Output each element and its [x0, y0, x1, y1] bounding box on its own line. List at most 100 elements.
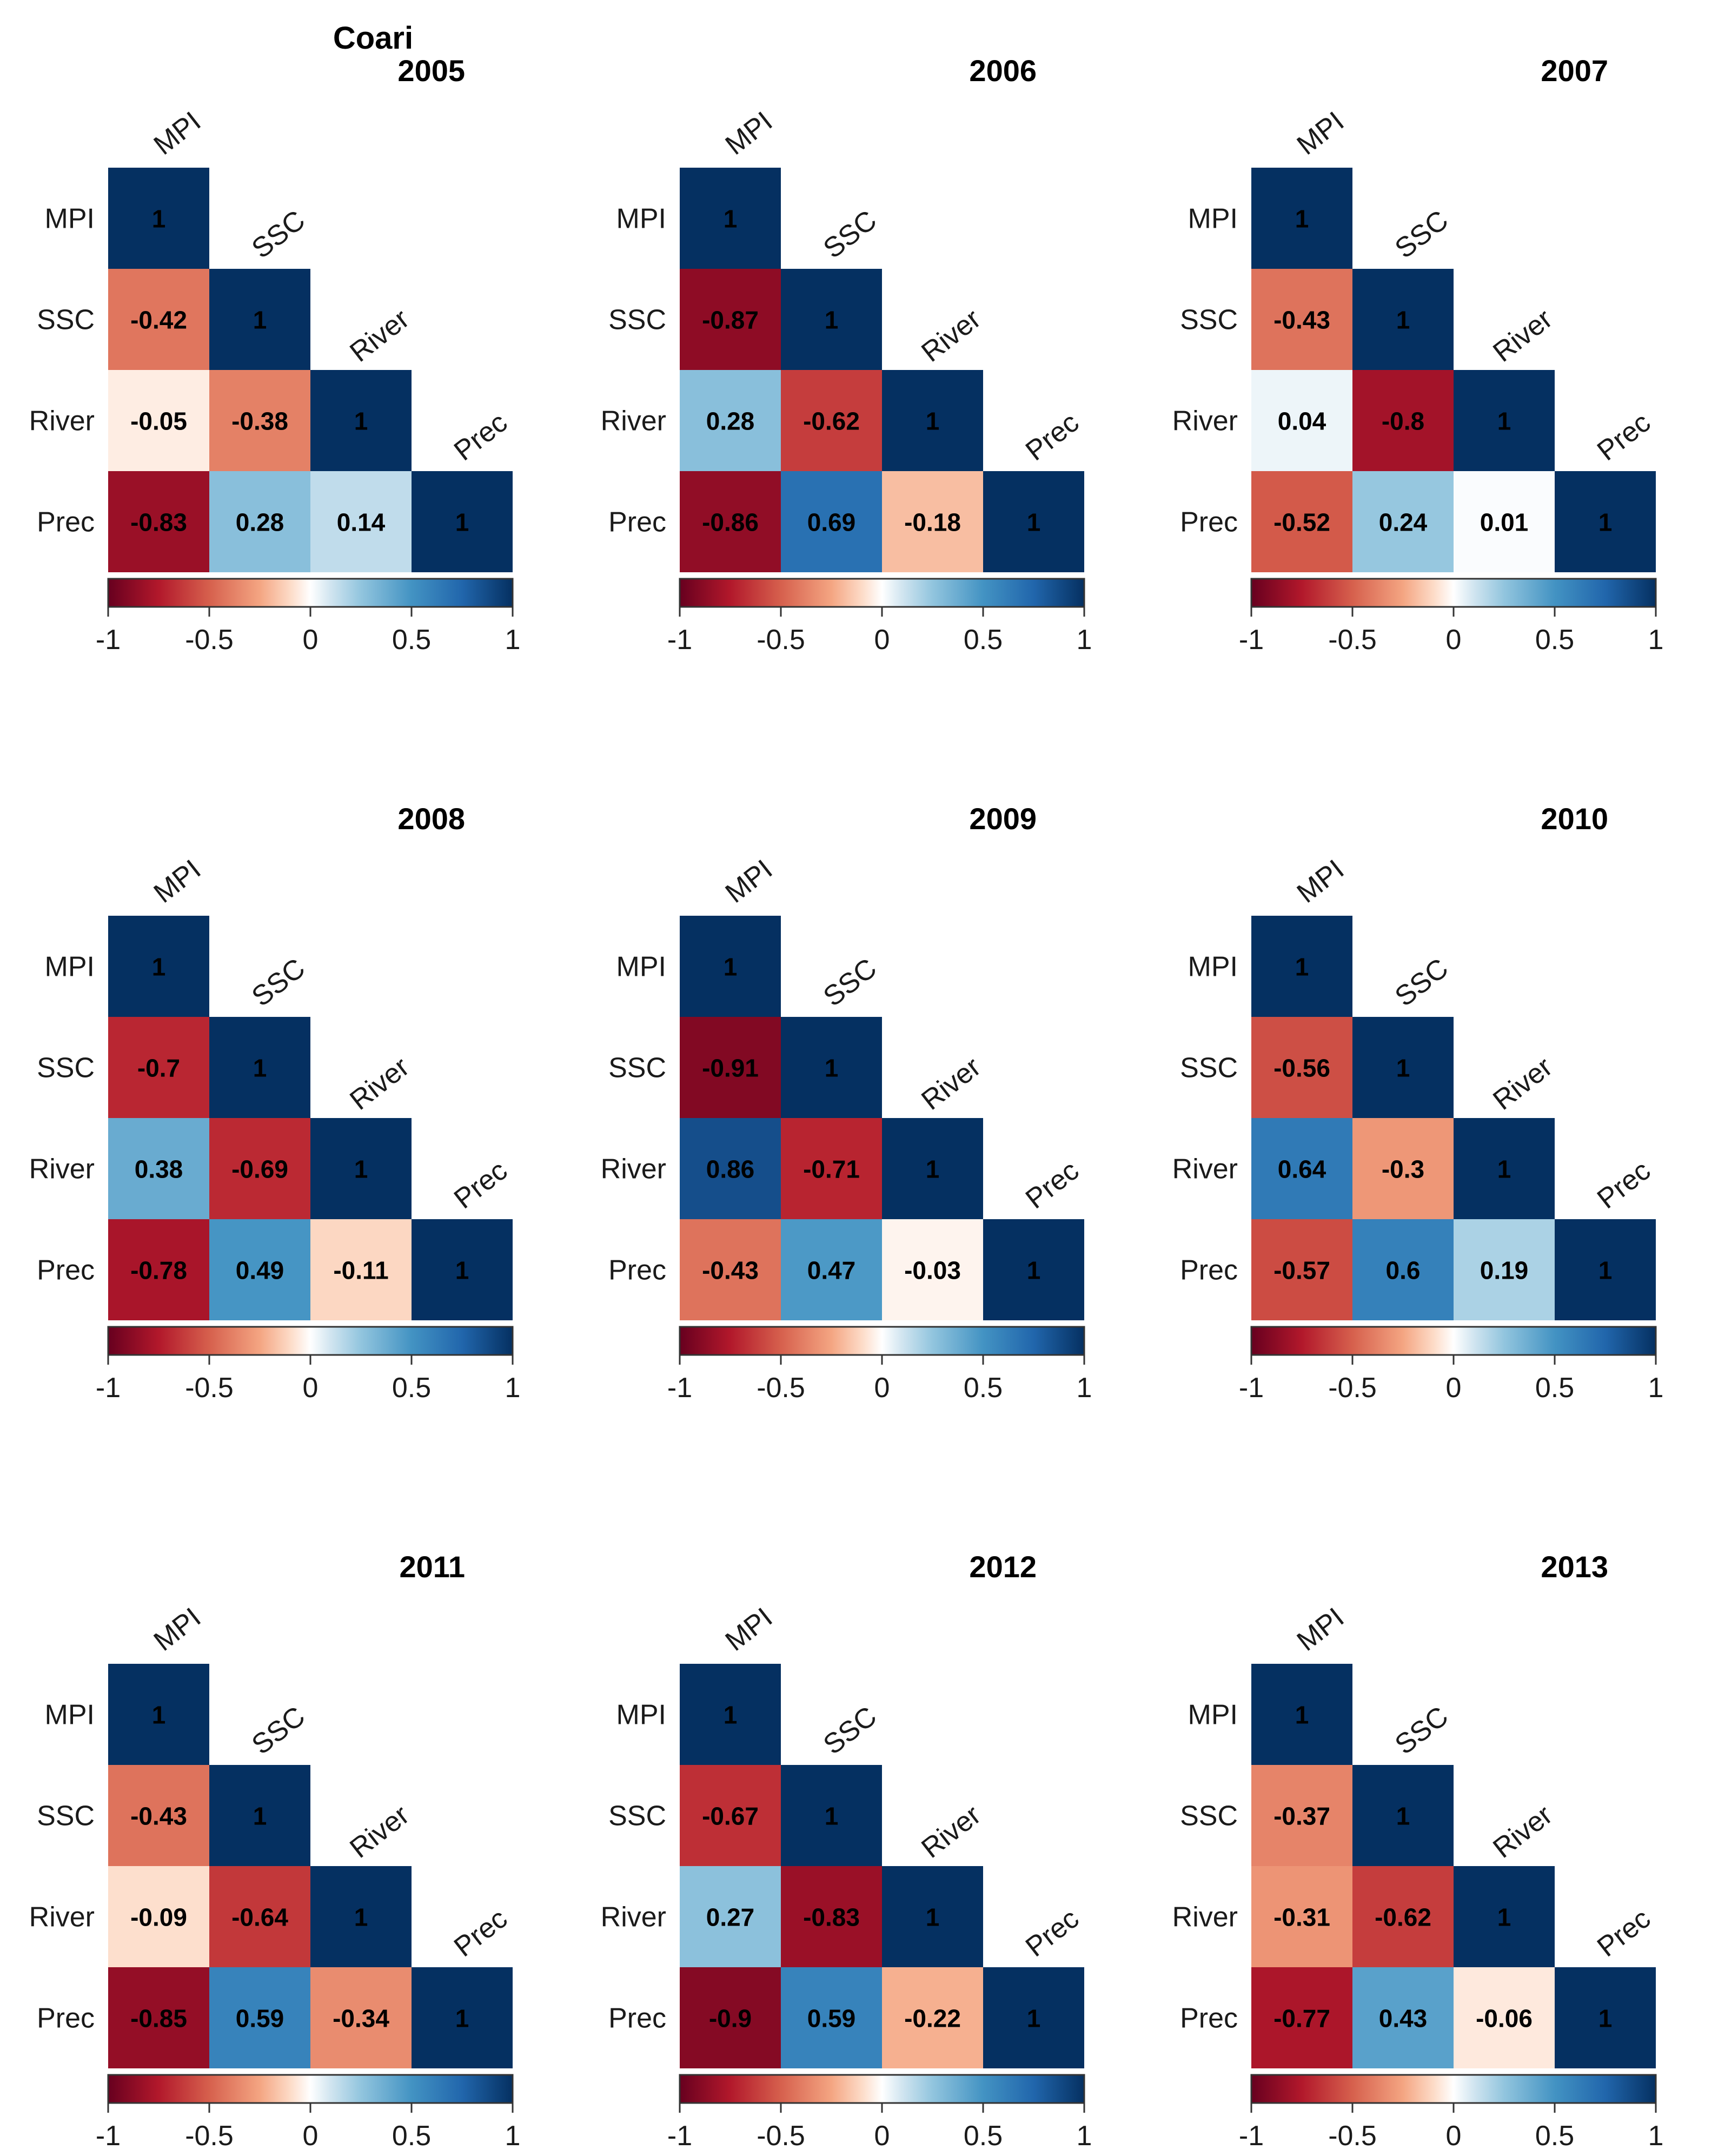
- heatmap-cell: [983, 1967, 1084, 2068]
- cell-value-label: 0.28: [236, 508, 284, 537]
- column-label-ssc: SSC: [246, 953, 311, 1013]
- panel-title: 2011: [400, 1550, 466, 1584]
- column-label-mpi: MPI: [720, 854, 779, 909]
- cell-value-label: 0.04: [1278, 407, 1326, 435]
- colorbar-tick-label: -1: [1239, 624, 1264, 656]
- cell-value-label: 1: [354, 407, 368, 435]
- cell-value-label: -0.9: [709, 2005, 752, 2033]
- colorbar-tick-label: 0.5: [1535, 624, 1574, 656]
- column-label-mpi: MPI: [1291, 854, 1350, 909]
- cell-value-label: 1: [1295, 953, 1309, 981]
- cell-value-label: 0.64: [1278, 1155, 1326, 1183]
- panel-title: 2007: [1541, 54, 1608, 88]
- heatmap-cell: [108, 269, 209, 370]
- colorbar-tick-label: -0.5: [1328, 1372, 1377, 1404]
- row-label-mpi: MPI: [616, 1699, 666, 1731]
- cell-value-label: 0.59: [807, 2005, 856, 2033]
- panel-title: 2013: [1541, 1550, 1608, 1584]
- column-label-mpi: MPI: [148, 105, 207, 161]
- colorbar: [679, 2074, 1085, 2104]
- colorbar-tick-label: 0.5: [392, 624, 431, 656]
- heatmap-cell: [310, 1219, 412, 1320]
- row-label-ssc: SSC: [608, 305, 666, 336]
- cell-value-label: -0.52: [1273, 508, 1330, 537]
- cell-value-label: 0.27: [706, 1903, 755, 1932]
- heatmap-cell: [781, 1118, 882, 1219]
- row-label-river: River: [29, 406, 95, 437]
- colorbar-tick-label: 0.5: [392, 1372, 431, 1404]
- cell-value-label: 0.14: [337, 508, 386, 537]
- row-label-ssc: SSC: [37, 1801, 95, 1832]
- colorbar: [1250, 2074, 1657, 2104]
- column-label-mpi: MPI: [1291, 1602, 1350, 1657]
- heatmap-cell: [1352, 471, 1454, 572]
- heatmap-cell: [680, 269, 781, 370]
- panel-2009: 2009 MPI SSC River Prec MPI SSC River Prec 1 -0.91…: [601, 802, 1092, 1404]
- row-label-prec: Prec: [1180, 2003, 1238, 2034]
- heatmap-cell: [680, 1866, 781, 1967]
- cell-value-label: -0.71: [803, 1155, 860, 1183]
- column-label-mpi: MPI: [720, 1602, 779, 1657]
- heatmap-cell: [1454, 471, 1555, 572]
- colorbar-tick-label: -1: [1239, 2120, 1264, 2152]
- heatmap-cell: [1555, 471, 1656, 572]
- heatmap-cell: [781, 1967, 882, 2068]
- heatmap-cell: [781, 1017, 882, 1118]
- heatmap-cell: [680, 1967, 781, 2068]
- heatmap-cell: [1352, 269, 1454, 370]
- colorbar-tick-label: -0.5: [757, 1372, 805, 1404]
- column-label-prec: Prec: [448, 1155, 513, 1215]
- colorbar-tick-label: -1: [96, 624, 121, 656]
- heatmap-cell: [310, 471, 412, 572]
- row-label-mpi: MPI: [45, 203, 95, 235]
- row-label-mpi: MPI: [616, 951, 666, 983]
- colorbar-tick-label: 0.5: [964, 624, 1003, 656]
- cell-value-label: 1: [253, 306, 267, 334]
- heatmap-cell: [108, 1118, 209, 1219]
- heatmap-cell: [310, 1866, 412, 1967]
- cell-value-label: -0.06: [1476, 2005, 1533, 2033]
- row-label-prec: Prec: [608, 1255, 666, 1286]
- heatmap-cell: [209, 1967, 310, 2068]
- column-label-river: River: [344, 1051, 415, 1116]
- heatmap-cell: [209, 1017, 310, 1118]
- colorbar-tick-label: 1: [505, 1372, 521, 1404]
- cell-value-label: 1: [152, 205, 166, 233]
- colorbar-tick-label: -1: [1239, 1372, 1264, 1404]
- colorbar-tick-label: 1: [1648, 1372, 1664, 1404]
- heatmap-cell: [680, 1219, 781, 1320]
- column-label-ssc: SSC: [1389, 204, 1454, 265]
- column-label-ssc: SSC: [818, 204, 883, 265]
- heatmap-cell: [209, 1866, 310, 1967]
- heatmap-cell: [209, 1765, 310, 1866]
- colorbar-tick-label: -1: [96, 2120, 121, 2152]
- cell-value-label: -0.22: [904, 2005, 961, 2033]
- heatmap-cell: [680, 1118, 781, 1219]
- row-label-river: River: [1172, 1154, 1238, 1185]
- row-label-river: River: [29, 1154, 95, 1185]
- heatmap-cell: [1251, 370, 1352, 471]
- cell-value-label: 1: [724, 953, 738, 981]
- heatmap-cell: [1352, 1219, 1454, 1320]
- heatmap-cell: [680, 1664, 781, 1765]
- cell-value-label: 1: [1598, 508, 1613, 537]
- column-label-prec: Prec: [1591, 1903, 1656, 1963]
- column-label-prec: Prec: [1020, 1903, 1085, 1963]
- panel-title: 2005: [397, 54, 465, 88]
- heatmap-cell: [882, 471, 983, 572]
- colorbar-tick-label: -1: [667, 2120, 692, 2152]
- cell-value-label: 1: [1027, 1256, 1041, 1285]
- cell-value-label: 0.19: [1480, 1256, 1529, 1285]
- cell-value-label: 1: [1598, 2005, 1613, 2033]
- cell-value-label: 1: [253, 1054, 267, 1082]
- row-label-river: River: [601, 1902, 666, 1933]
- cell-value-label: 1: [1396, 1802, 1410, 1830]
- panel-title: 2012: [969, 1550, 1037, 1584]
- column-label-prec: Prec: [448, 1903, 513, 1963]
- colorbar-tick-label: 1: [505, 2120, 521, 2152]
- cell-value-label: -0.57: [1273, 1256, 1330, 1285]
- colorbar-tick-label: -0.5: [185, 1372, 234, 1404]
- cell-value-label: 1: [926, 1903, 940, 1932]
- panel-2008: 2008 MPI SSC River Prec MPI SSC River Prec 1 -0.7 1…: [29, 802, 521, 1404]
